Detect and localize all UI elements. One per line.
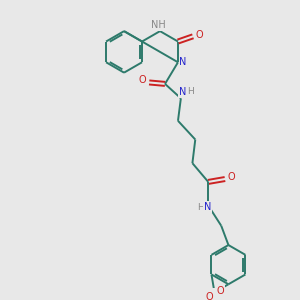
Text: N: N [179, 57, 187, 67]
Text: N: N [204, 202, 212, 212]
Text: H: H [187, 88, 194, 97]
Text: O: O [206, 292, 214, 300]
Text: O: O [139, 75, 147, 85]
Text: H: H [197, 202, 204, 211]
Text: N: N [178, 87, 186, 97]
Text: O: O [216, 286, 224, 296]
Text: NH: NH [151, 20, 166, 30]
Text: O: O [196, 30, 203, 40]
Text: O: O [227, 172, 235, 182]
